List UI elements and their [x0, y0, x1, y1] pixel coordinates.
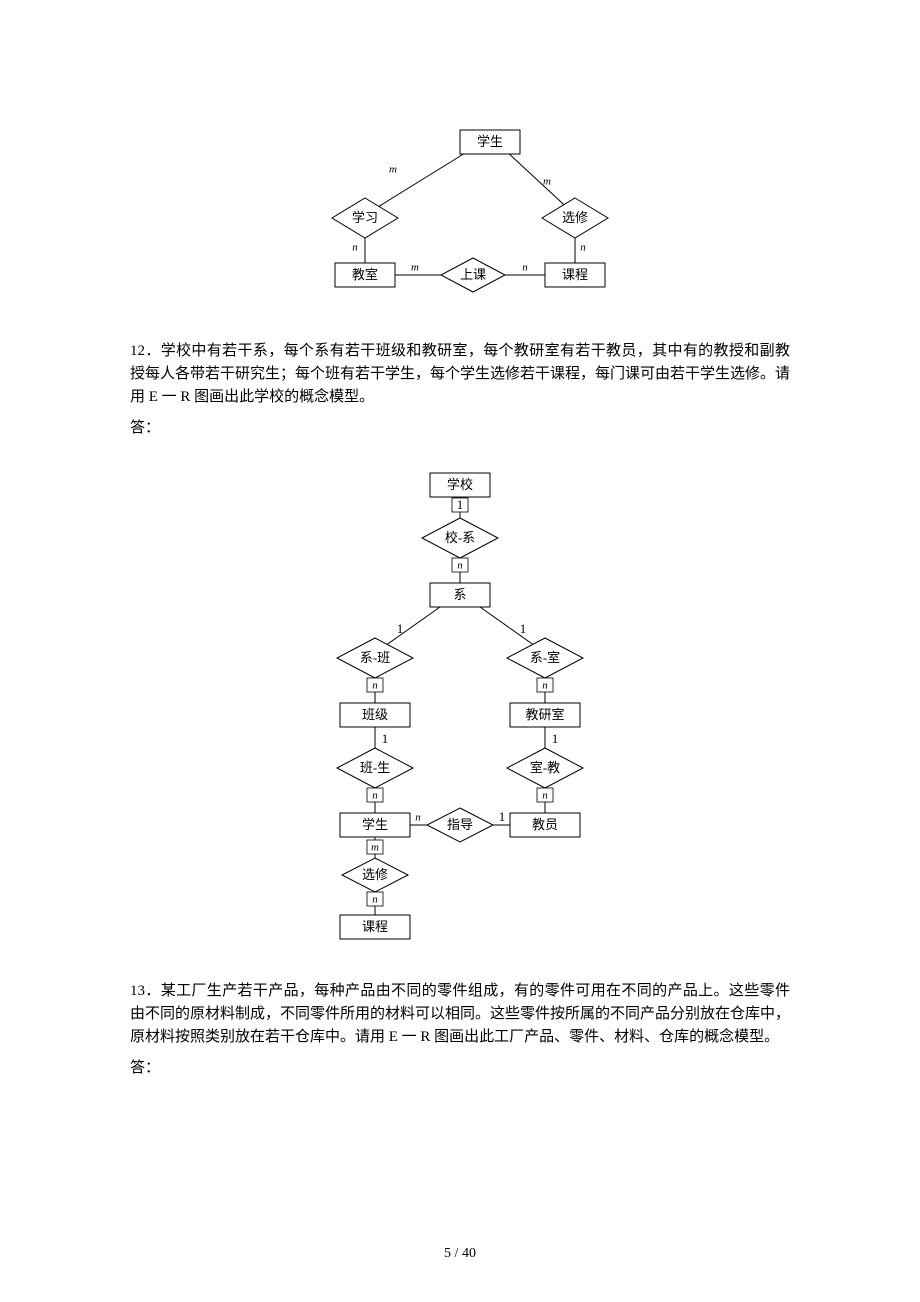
d2-card-1f: 1 [499, 809, 506, 824]
d2-card-n1: n [457, 560, 463, 572]
d2-card-1b: 1 [397, 621, 404, 636]
d2-card-n2: n [372, 680, 378, 692]
d2-card-n4: n [372, 790, 378, 802]
d2-teacher-label: 教员 [532, 817, 558, 832]
diagram2-svg: 学校 1 校-系 n 系 1 1 系-班 系-室 [295, 470, 625, 940]
d2-card-n5: n [542, 790, 548, 802]
d2-deptoffice-label: 系-室 [530, 650, 560, 665]
page-total: 40 [462, 1246, 476, 1261]
d2-school-label: 学校 [447, 477, 473, 492]
d2-deptclass-label: 系-班 [360, 650, 390, 665]
d2-card-n6: n [415, 812, 421, 824]
er-diagram-2: 学校 1 校-系 n 系 1 1 系-班 系-室 [130, 470, 790, 940]
d1-attend-label: 上课 [460, 267, 486, 282]
d1-card-m2: m [543, 176, 551, 188]
d2-schooldept-label: 校-系 [445, 530, 475, 545]
d2-card-1c: 1 [520, 621, 527, 636]
question-12-text: 12．学校中有若干系，每个系有若干班级和教研室，每个教研室有若干教员，其中有的教… [130, 340, 790, 409]
diagram1-svg: 学生 学习 选修 教室 上课 课程 m m n n m n [295, 120, 625, 300]
d1-card-m3: m [411, 262, 419, 274]
q12-l1: 学校中有若干系，每个系有若干班级和教研室，每个教研室有若干教员，其中有的教 [161, 343, 729, 359]
d2-card-n7: n [372, 894, 378, 906]
d2-card-1e: 1 [552, 731, 559, 746]
d2-student-label: 学生 [362, 817, 388, 832]
d2-classstudent-label: 班-生 [360, 760, 390, 775]
er-diagram-1: 学生 学习 选修 教室 上课 课程 m m n n m n [130, 120, 790, 300]
q12-answer-label: 答： [130, 417, 790, 440]
d2-card-1d: 1 [382, 731, 389, 746]
d2-dept-label: 系 [453, 587, 466, 602]
page-number: 5 / 40 [0, 1246, 920, 1262]
d1-classroom-label: 教室 [352, 267, 378, 282]
q12-num: 12 [130, 343, 145, 359]
q13-spacer: ． [145, 983, 161, 999]
d1-study-label: 学习 [352, 210, 378, 225]
q12-spacer: ． [145, 343, 161, 359]
d1-card-n3: n [522, 262, 528, 274]
d1-elective-label: 选修 [562, 210, 588, 225]
d2-card-n3: n [542, 680, 548, 692]
d1-course-label: 课程 [562, 267, 588, 282]
q13-num: 13 [130, 983, 145, 999]
q13-answer-label: 答： [130, 1057, 790, 1080]
d1-card-n1: n [352, 242, 358, 254]
page-current: 5 [444, 1246, 451, 1261]
q13-l1: 某工厂生产若干产品，每种产品由不同的零件组成，有的零件可用在不同的产品上。 [161, 983, 729, 999]
d2-officeteacher-label: 室-教 [530, 760, 560, 775]
d2-advise-label: 指导 [447, 817, 473, 832]
d2-class-label: 班级 [362, 707, 388, 722]
d2-office-label: 教研室 [525, 707, 564, 722]
page-sep: / [451, 1246, 462, 1261]
d1-card-n2: n [580, 242, 586, 254]
d2-course-label: 课程 [362, 919, 388, 934]
d1-student-label: 学生 [477, 134, 503, 149]
d2-card-m1: m [371, 842, 379, 854]
d2-card-1a: 1 [457, 497, 464, 512]
d1-card-m1: m [389, 164, 397, 176]
question-13-text: 13．某工厂生产若干产品，每种产品由不同的零件组成，有的零件可用在不同的产品上。… [130, 980, 790, 1049]
d2-elective-label: 选修 [362, 867, 388, 882]
